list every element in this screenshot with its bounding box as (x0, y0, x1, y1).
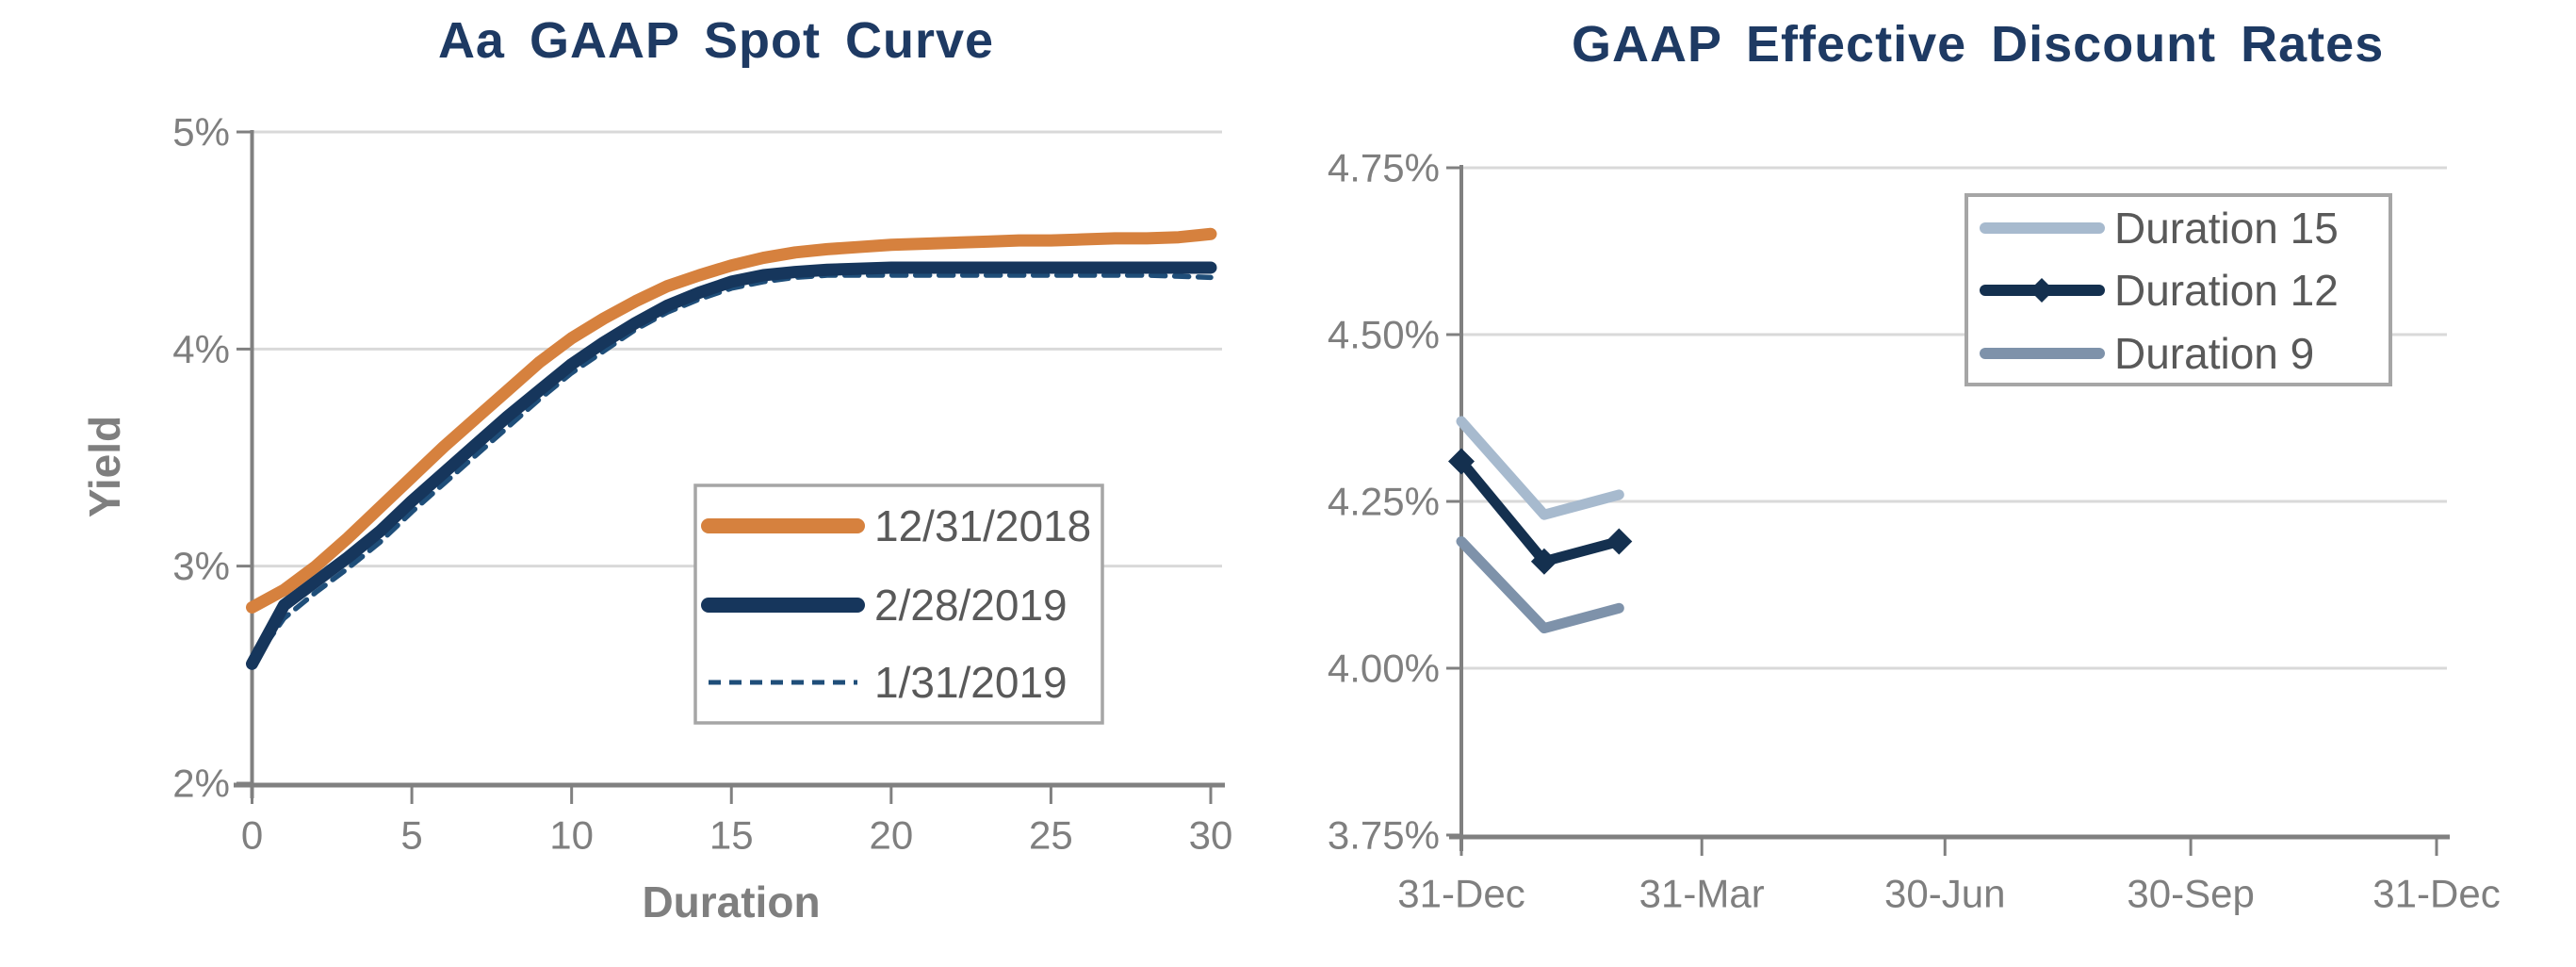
legend-label: Duration 9 (2114, 329, 2314, 378)
y-tick-label: 4.25% (1328, 480, 1440, 524)
y-tick-label: 3.75% (1328, 813, 1440, 858)
x-tick-label: 31-Dec (1397, 872, 1524, 916)
spot-curve-chart: 5% 4% 3% 2%0 5 10 15 20 25 30 12/31/2018 2/28/2019 1… (172, 110, 1232, 858)
legend-label: 1/31/2019 (874, 658, 1068, 707)
series-line-2-28-2019 (246, 261, 1217, 670)
x-tick-label: 15 (709, 813, 754, 858)
y-tick-label: 3% (172, 544, 230, 588)
diamond-marker (1530, 548, 1557, 575)
x-tick-label: 30-Jun (1884, 872, 2005, 916)
series-line-Duration-9 (1456, 535, 1624, 634)
y-tick-label: 4% (172, 327, 230, 371)
diamond-marker (1448, 448, 1475, 475)
x-tick-label: 25 (1029, 813, 1073, 858)
x-tick-label: 30-Sep (2127, 872, 2254, 916)
legend-label: Duration 12 (2114, 266, 2339, 315)
x-tick-label: 0 (241, 813, 263, 858)
y-tick-label: 5% (172, 110, 230, 155)
spot-curve-chart-title: Aa GAAP Spot Curve (437, 12, 995, 69)
legend-diamond-marker (2030, 278, 2054, 303)
x-tick-label: 31-Dec (2372, 872, 2500, 916)
discount-rates-chart-title: GAAP Effective Discount Rates (1572, 16, 2385, 73)
legend-label: Duration 15 (2114, 204, 2339, 253)
x-tick-label: 31-Mar (1639, 872, 1765, 916)
x-tick-label: 10 (549, 813, 594, 858)
series-line-12-31-2018 (246, 227, 1217, 614)
legend-label: 2/28/2019 (874, 581, 1068, 630)
y-tick-label: 4.50% (1328, 313, 1440, 357)
y-tick-label: 4.75% (1328, 146, 1440, 190)
legend-label: 12/31/2018 (874, 501, 1091, 550)
y-tick-label: 4.00% (1328, 647, 1440, 691)
series-line-Duration-15 (1456, 416, 1624, 520)
series-line-1-31-2019 (249, 272, 1214, 667)
discount-rates-chart: 4.75% 4.50% 4.25% 4.00% 3.75% 31-Dec 31-Mar 30-… (1328, 146, 2501, 916)
x-axis-title-duration: Duration (642, 877, 821, 926)
x-tick-label: 30 (1189, 813, 1233, 858)
x-tick-label: 5 (400, 813, 422, 858)
y-tick-label: 2% (172, 762, 230, 806)
x-tick-label: 20 (869, 813, 913, 858)
diamond-marker (1606, 528, 1633, 555)
